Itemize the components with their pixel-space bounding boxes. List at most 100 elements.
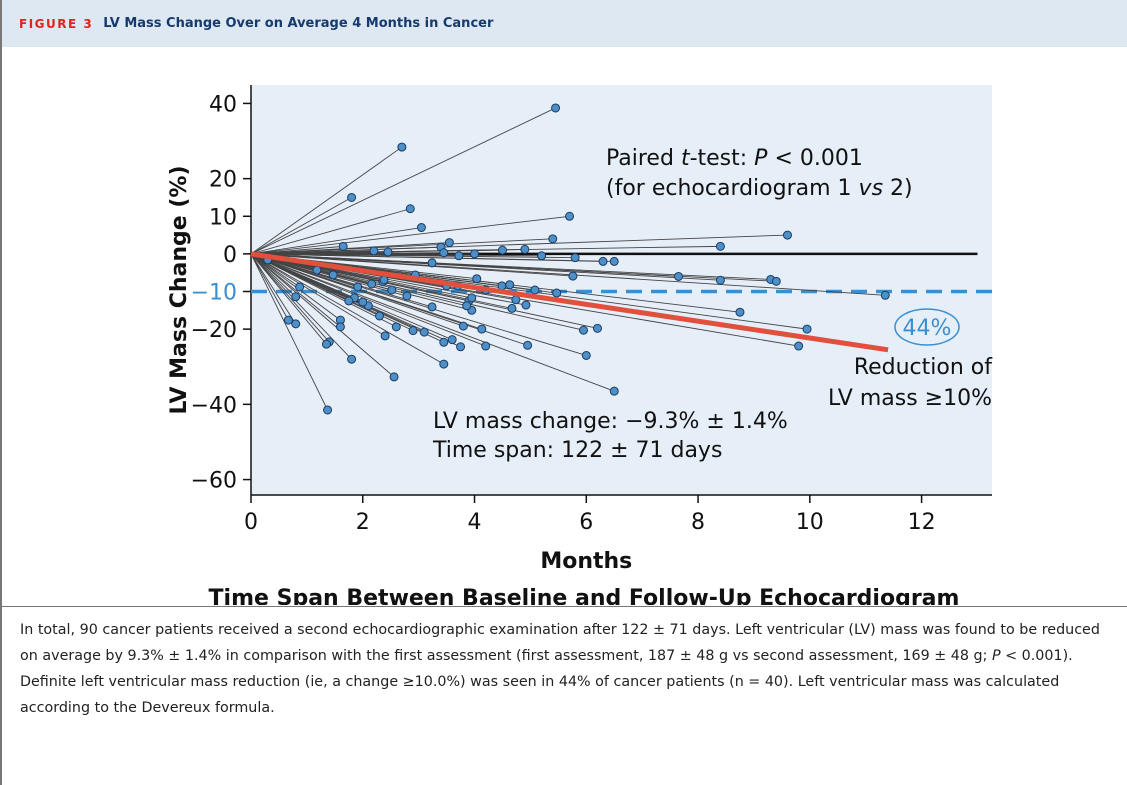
y-tick-label: −60 xyxy=(191,469,237,494)
y-axis-label: LV Mass Change (%) xyxy=(167,165,192,414)
figure-title: LV Mass Change Over on Average 4 Months … xyxy=(103,16,494,31)
spoke xyxy=(250,253,433,264)
spoke xyxy=(250,208,411,255)
data-point xyxy=(458,321,468,331)
data-point xyxy=(771,276,781,286)
spoke xyxy=(250,253,615,392)
spoke xyxy=(250,238,553,255)
annotation-run: Paired xyxy=(606,146,681,171)
data-point xyxy=(497,281,507,291)
data-point xyxy=(552,288,562,298)
x-axis-label: Months xyxy=(540,549,632,574)
data-point xyxy=(609,256,619,266)
annotation-run: Reduction of xyxy=(854,355,993,380)
data-point xyxy=(472,274,482,284)
caption-run: P xyxy=(991,648,1001,664)
data-point xyxy=(530,285,540,295)
spoke xyxy=(250,227,422,255)
annotation: (for echocardiogram 1 vs 2) xyxy=(606,176,913,201)
x-tick-label: 8 xyxy=(691,510,705,535)
data-point xyxy=(454,251,464,261)
data-point xyxy=(470,249,480,259)
data-point xyxy=(375,311,385,321)
data-point xyxy=(456,342,466,352)
spoke xyxy=(250,253,433,308)
spoke xyxy=(250,253,459,257)
data-point xyxy=(312,265,322,275)
annotation-run: t xyxy=(681,146,691,171)
spoke xyxy=(250,253,327,345)
annotation-run: (for echocardiogram 1 xyxy=(606,176,859,201)
data-point xyxy=(439,337,449,347)
separator xyxy=(2,606,1127,607)
data-point xyxy=(735,307,745,317)
spoke xyxy=(250,253,328,411)
data-point xyxy=(537,251,547,261)
spoke xyxy=(250,253,341,328)
data-point xyxy=(427,302,437,312)
data-point xyxy=(323,405,333,415)
data-point xyxy=(523,340,533,350)
spoke xyxy=(250,215,570,255)
data-point xyxy=(579,325,588,335)
spoke xyxy=(250,253,472,311)
data-point xyxy=(568,271,578,281)
data-point xyxy=(402,291,412,301)
annotation: LV mass ≥10% xyxy=(828,386,992,411)
data-point xyxy=(520,244,530,254)
annotation: Reduction of xyxy=(854,355,993,380)
data-point xyxy=(328,270,338,280)
data-point xyxy=(674,271,683,281)
spoke xyxy=(250,253,330,343)
data-point xyxy=(387,285,397,295)
data-point xyxy=(321,339,331,349)
data-point xyxy=(439,248,449,258)
annotation-run: vs xyxy=(859,176,883,201)
data-point xyxy=(338,241,348,251)
data-point xyxy=(505,280,515,290)
data-point xyxy=(565,211,575,221)
spoke xyxy=(250,253,584,331)
data-point xyxy=(379,275,389,285)
data-point xyxy=(794,341,804,351)
spoke xyxy=(250,253,297,298)
annotation-run: Time span: 122 ± 71 days xyxy=(432,438,722,463)
y-tick-label: −40 xyxy=(191,393,237,418)
caption: In total, 90 cancer patients received a … xyxy=(20,617,1110,721)
data-point xyxy=(353,282,363,292)
data-point xyxy=(481,341,491,351)
caption-run: In total, 90 cancer patients received a … xyxy=(20,622,1100,664)
annotation-run: LV mass ≥10% xyxy=(828,386,992,411)
x-tick-label: 2 xyxy=(356,510,370,535)
data-point xyxy=(405,204,415,214)
data-point xyxy=(497,245,507,255)
data-point xyxy=(358,297,368,307)
figure-label: FIGURE 3 xyxy=(19,16,94,31)
caption-run: < 0.001). Definite left ventricular mass… xyxy=(20,648,1073,716)
spoke xyxy=(250,253,486,347)
data-point xyxy=(581,350,591,360)
data-point xyxy=(477,324,487,334)
annotation-circle xyxy=(894,308,960,346)
y-tick-label: 40 xyxy=(209,92,237,117)
data-point xyxy=(609,386,619,396)
spoke xyxy=(250,253,289,321)
data-point xyxy=(408,326,418,336)
data-point xyxy=(447,335,457,345)
spoke xyxy=(250,253,482,330)
data-point xyxy=(715,241,725,251)
annotation: Time span: 122 ± 71 days xyxy=(432,438,722,463)
data-point xyxy=(462,301,472,311)
data-point xyxy=(507,303,517,313)
spoke xyxy=(250,253,297,325)
data-point xyxy=(715,275,725,285)
data-point xyxy=(570,253,580,263)
data-point xyxy=(367,279,377,289)
annotation: LV mass change: −9.3% ± 1.4% xyxy=(433,409,788,434)
spoke xyxy=(250,253,300,288)
annotation: Paired t-test: P < 0.001 xyxy=(606,146,863,171)
figure-header: FIGURE 3 LV Mass Change Over on Average … xyxy=(2,0,1127,47)
data-point xyxy=(880,290,890,300)
data-point xyxy=(291,292,301,302)
